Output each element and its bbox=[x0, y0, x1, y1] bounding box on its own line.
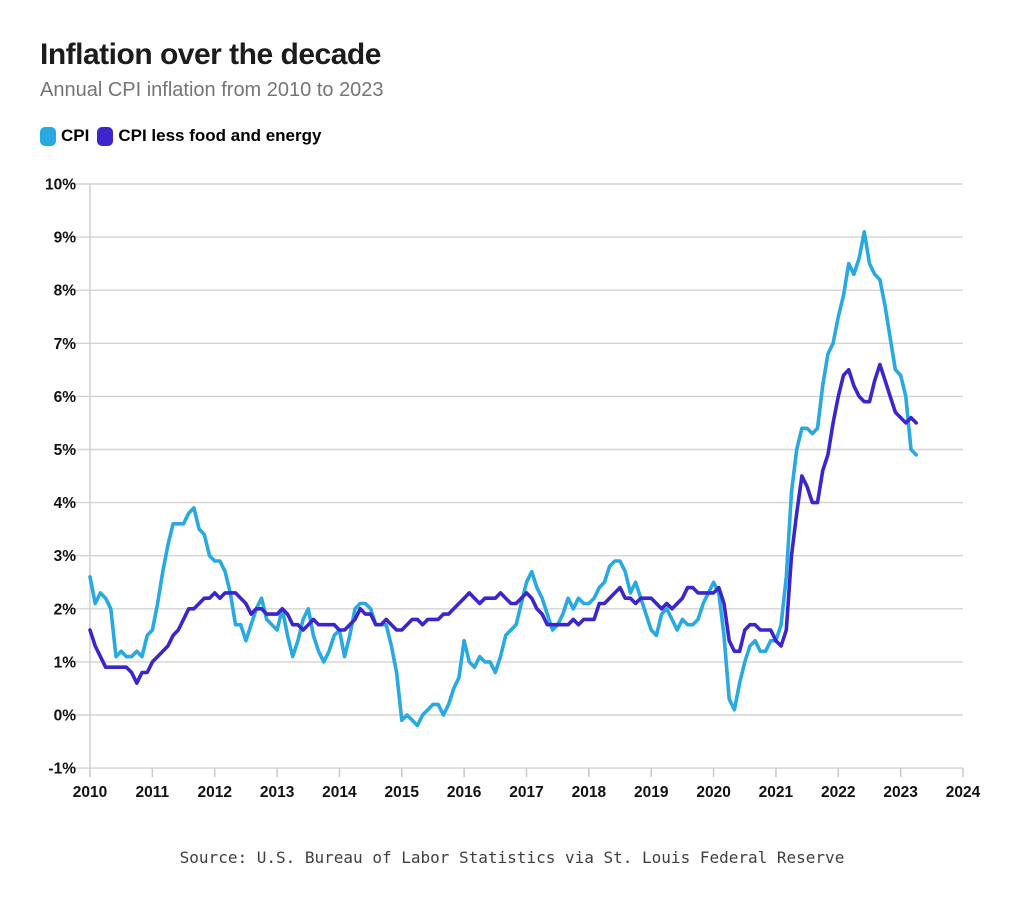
x-axis-tick-label: 2017 bbox=[509, 784, 543, 801]
y-axis-tick-label: 2% bbox=[54, 601, 77, 618]
y-axis-tick-label: 8% bbox=[54, 283, 77, 300]
x-axis-tick-label: 2018 bbox=[572, 784, 607, 801]
legend-item-cpi-less-food-and-energy: CPI less food and energy bbox=[97, 126, 321, 146]
y-axis-tick-label: 1% bbox=[54, 654, 77, 671]
x-axis-tick-label: 2010 bbox=[73, 784, 107, 801]
chart-title: Inflation over the decade bbox=[40, 38, 381, 71]
x-axis-tick-label: 2014 bbox=[322, 784, 357, 801]
x-axis-tick-label: 2022 bbox=[821, 784, 855, 801]
y-axis-tick-label: 4% bbox=[54, 495, 77, 512]
y-axis-tick-label: 6% bbox=[54, 389, 77, 406]
y-axis-tick-label: 7% bbox=[54, 336, 77, 353]
chart-subtitle: Annual CPI inflation from 2010 to 2023 bbox=[40, 79, 384, 101]
x-axis-tick-label: 2023 bbox=[883, 784, 918, 801]
legend-label: CPI less food and energy bbox=[118, 126, 322, 145]
x-axis-tick-label: 2021 bbox=[759, 784, 794, 801]
y-axis-tick-label: 10% bbox=[45, 177, 76, 194]
y-axis-tick-label: 0% bbox=[54, 708, 77, 725]
x-axis-tick-label: 2020 bbox=[696, 784, 730, 801]
legend-label: CPI bbox=[61, 126, 90, 145]
x-axis-tick-label: 2012 bbox=[197, 784, 231, 801]
legend-item-cpi: CPI bbox=[40, 126, 89, 146]
source-note: Source: U.S. Bureau of Labor Statistics … bbox=[179, 848, 845, 867]
y-axis-tick-label: 3% bbox=[54, 548, 77, 565]
y-axis-tick-label: 9% bbox=[54, 230, 77, 247]
y-axis-tick-label: -1% bbox=[48, 761, 76, 778]
legend-swatch-icon bbox=[40, 126, 56, 146]
x-axis-tick-label: 2015 bbox=[385, 784, 420, 801]
chart-legend: CPI CPI less food and energy bbox=[40, 126, 321, 146]
y-axis-tick-label: 5% bbox=[54, 442, 77, 459]
x-axis-tick-label: 2011 bbox=[136, 784, 170, 801]
line-chart: 10% 9% 8% 7% 6% 5% 4% 3% 2% 1% 0% -1% 2010 2011 2012 20… bbox=[45, 177, 981, 802]
series-line-cpi bbox=[88, 230, 919, 728]
x-axis-tick-label: 2016 bbox=[447, 784, 482, 801]
x-axis-tick-label: 2013 bbox=[260, 784, 295, 801]
series-line-cpi-less-food-and-energy bbox=[88, 362, 919, 685]
x-axis-tick-label: 2019 bbox=[634, 784, 669, 801]
x-axis-tick-label: 2024 bbox=[946, 784, 981, 801]
legend-swatch-icon bbox=[97, 126, 114, 146]
